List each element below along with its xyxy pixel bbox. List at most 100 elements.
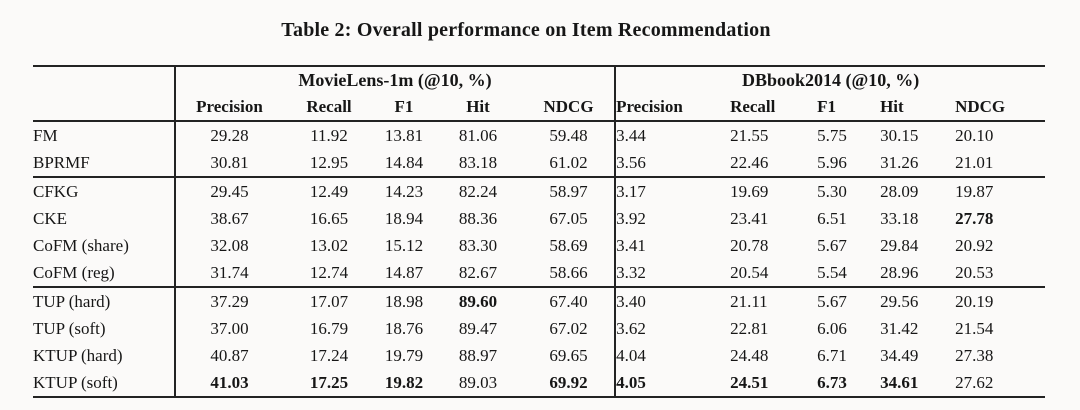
metric-value-cell: 18.98	[375, 286, 433, 315]
metric-value-cell: 20.78	[730, 235, 769, 255]
metric-value-cell: 3.44	[616, 125, 646, 145]
metric-value-cell: 20.19	[955, 286, 1046, 315]
metric-value-cell: 27.62	[955, 372, 994, 392]
metric-value-cell: 5.67	[817, 235, 847, 255]
metric-value-cell: 59.48	[523, 121, 617, 149]
metric-value-cell: 5.54	[817, 262, 847, 282]
column-header: Hit	[880, 93, 956, 122]
table-row: TUP (hard) 37.29 17.07 18.98 89.60 67.40…	[33, 286, 1046, 315]
model-name-cell: CoFM (share)	[33, 232, 176, 259]
metric-value-cell: 19.87	[955, 176, 1046, 205]
table-row: BPRMF 30.81 12.95 14.84 83.18 61.02 3.56…	[33, 149, 1045, 177]
metric-value-cell: 58.69	[523, 232, 617, 259]
metric-value-cell: 58.66	[523, 259, 617, 287]
metric-value-cell: 15.12	[384, 235, 424, 255]
metric-value-cell: 6.06	[817, 318, 847, 338]
metric-value-cell: 67.40	[523, 286, 617, 315]
metric-value-cell: 18.94	[384, 208, 424, 228]
metric-value-cell: 67.02	[523, 315, 617, 342]
metric-value-cell: 6.51	[817, 208, 847, 228]
group-header-dbbook: DBbook2014 (@10, %)	[741, 69, 920, 90]
metric-value-cell: 58.97	[523, 176, 617, 205]
metric-value-cell: 37.29	[175, 286, 283, 315]
group-header-movielens: MovieLens-1m (@10, %)	[175, 66, 617, 93]
metric-value-cell: 30.15	[880, 125, 919, 145]
column-header: NDCG	[955, 93, 1046, 122]
metric-value-cell: 14.87	[384, 262, 424, 282]
metric-value-cell: 83.18	[458, 152, 498, 172]
metric-value-cell: 3.40	[615, 286, 731, 315]
model-name-cell: CFKG	[33, 176, 176, 205]
metric-value-cell: 5.30	[817, 176, 881, 205]
metric-value-cell: 27.78	[955, 208, 994, 228]
metric-value-cell: 29.28	[210, 125, 249, 145]
metric-value-cell: 38.67	[210, 208, 249, 228]
metric-value-cell: 12.49	[283, 176, 375, 205]
metric-value-cell: 3.56	[616, 152, 646, 172]
corner-cell	[33, 66, 176, 122]
model-name-cell: FM	[33, 121, 176, 149]
column-header: NDCG	[523, 93, 617, 122]
table-row: KTUP (hard) 40.87 17.24 19.79 88.97 69.6…	[33, 342, 1045, 369]
dataset-group-row: MovieLens-1m (@10, %) DBbook2014 (@10, %…	[33, 66, 1045, 122]
model-name-cell: TUP (hard)	[33, 286, 176, 315]
metric-value-cell: 5.96	[817, 152, 847, 172]
metric-value-cell: 17.24	[309, 345, 349, 365]
metric-value-cell: 14.23	[375, 176, 433, 205]
results-table-container: MovieLens-1m (@10, %) DBbook2014 (@10, %…	[33, 65, 1046, 398]
table-caption: Table 2: Overall performance on Item Rec…	[281, 19, 771, 41]
metric-value-cell: 12.74	[309, 262, 349, 282]
table-body: FM 29.28 11.92 13.81 81.06 59.48 3.44 21…	[33, 121, 1046, 397]
metric-value-cell: 20.54	[730, 262, 769, 282]
metric-value-cell: 31.74	[210, 262, 249, 282]
metric-value-cell: 83.30	[458, 235, 498, 255]
metric-value-cell: 24.48	[730, 345, 769, 365]
metric-value-cell: 89.47	[458, 318, 498, 338]
metric-value-cell: 88.97	[458, 345, 498, 365]
metric-value-cell: 13.81	[384, 125, 424, 145]
metric-value-cell: 41.03	[210, 372, 249, 392]
metric-value-cell: 21.55	[730, 125, 769, 145]
metric-value-cell: 21.54	[955, 318, 994, 338]
metric-value-cell: 6.73	[817, 372, 847, 392]
metric-value-cell: 32.08	[210, 235, 249, 255]
metric-value-cell: 14.84	[384, 152, 424, 172]
metric-value-cell: 3.92	[616, 208, 646, 228]
metric-value-cell: 69.65	[523, 342, 617, 369]
metric-value-cell: 89.03	[458, 372, 498, 392]
metric-value-cell: 5.75	[817, 125, 847, 145]
metric-value-cell: 29.45	[175, 176, 283, 205]
metric-value-cell: 22.46	[730, 152, 769, 172]
table-row: KTUP (soft) 41.03 17.25 19.82 89.03 69.9…	[33, 369, 1045, 397]
metric-value-cell: 82.24	[433, 176, 523, 205]
metric-value-cell: 4.04	[616, 345, 646, 365]
metric-value-cell: 19.79	[384, 345, 424, 365]
metric-value-cell: 17.07	[283, 286, 375, 315]
table-row: TUP (soft) 37.00 16.79 18.76 89.47 67.02…	[33, 315, 1045, 342]
metric-value-cell: 18.76	[384, 318, 424, 338]
metric-value-cell: 37.00	[210, 318, 249, 338]
metric-value-cell: 21.01	[955, 152, 994, 172]
metric-value-cell: 5.67	[817, 286, 881, 315]
column-header: Precision	[175, 93, 283, 122]
metric-value-cell: 20.53	[955, 262, 994, 282]
metric-value-cell: 31.26	[880, 152, 919, 172]
metric-value-cell: 31.42	[880, 318, 919, 338]
model-name-cell: TUP (soft)	[33, 315, 176, 342]
column-header: Precision	[615, 93, 731, 122]
table-row: CoFM (reg) 31.74 12.74 14.87 82.67 58.66…	[33, 259, 1045, 287]
table-row: CKE 38.67 16.65 18.94 88.36 67.05 3.92 2…	[33, 205, 1045, 232]
metric-value-cell: 19.82	[384, 372, 424, 392]
metric-value-cell: 34.61	[880, 372, 919, 392]
model-name-cell: CKE	[33, 205, 176, 232]
metric-value-cell: 23.41	[730, 208, 769, 228]
metric-value-cell: 28.09	[880, 176, 956, 205]
metric-value-cell: 30.81	[210, 152, 249, 172]
metric-value-cell: 16.65	[309, 208, 349, 228]
metric-value-cell: 61.02	[523, 149, 617, 177]
metric-value-cell: 29.84	[880, 235, 919, 255]
metric-value-cell: 20.10	[955, 125, 994, 145]
table-row: CFKG 29.45 12.49 14.23 82.24 58.97 3.17 …	[33, 176, 1046, 205]
table-header: MovieLens-1m (@10, %) DBbook2014 (@10, %…	[33, 66, 1046, 122]
